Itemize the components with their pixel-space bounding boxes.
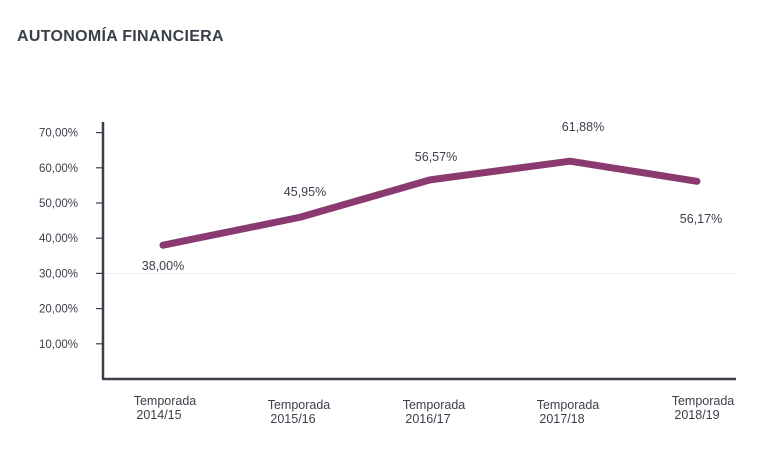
data-label: 61,88%: [562, 120, 604, 134]
x-tick-label: 2018/19: [674, 408, 719, 422]
x-tick-label: Temporada: [537, 398, 600, 412]
x-tick-label: Temporada: [403, 398, 466, 412]
data-label: 56,57%: [415, 150, 457, 164]
y-tick-label: 30,00%: [39, 268, 78, 280]
y-tick-label: 60,00%: [39, 163, 78, 175]
x-tick-label: Temporada: [134, 394, 197, 408]
series-line: [159, 157, 701, 249]
x-tick-label: Temporada: [268, 398, 331, 412]
y-tick-label: 50,00%: [39, 198, 78, 210]
y-tick-label: 20,00%: [39, 304, 78, 316]
x-tick-label: 2015/16: [270, 412, 315, 426]
data-label: 38,00%: [142, 259, 184, 273]
x-tick-label: Temporada: [672, 394, 735, 408]
x-tick-label: 2016/17: [405, 412, 450, 426]
data-label: 56,17%: [680, 212, 722, 226]
data-label: 45,95%: [284, 185, 326, 199]
x-tick-label: 2017/18: [539, 412, 584, 426]
y-tick-label: 70,00%: [39, 128, 78, 140]
x-tick-label: 2014/15: [136, 408, 181, 422]
y-tick-label: 40,00%: [39, 233, 78, 245]
y-tick-label: 10,00%: [39, 339, 78, 351]
chart-title: AUTONOMÍA FINANCIERA: [17, 28, 224, 45]
